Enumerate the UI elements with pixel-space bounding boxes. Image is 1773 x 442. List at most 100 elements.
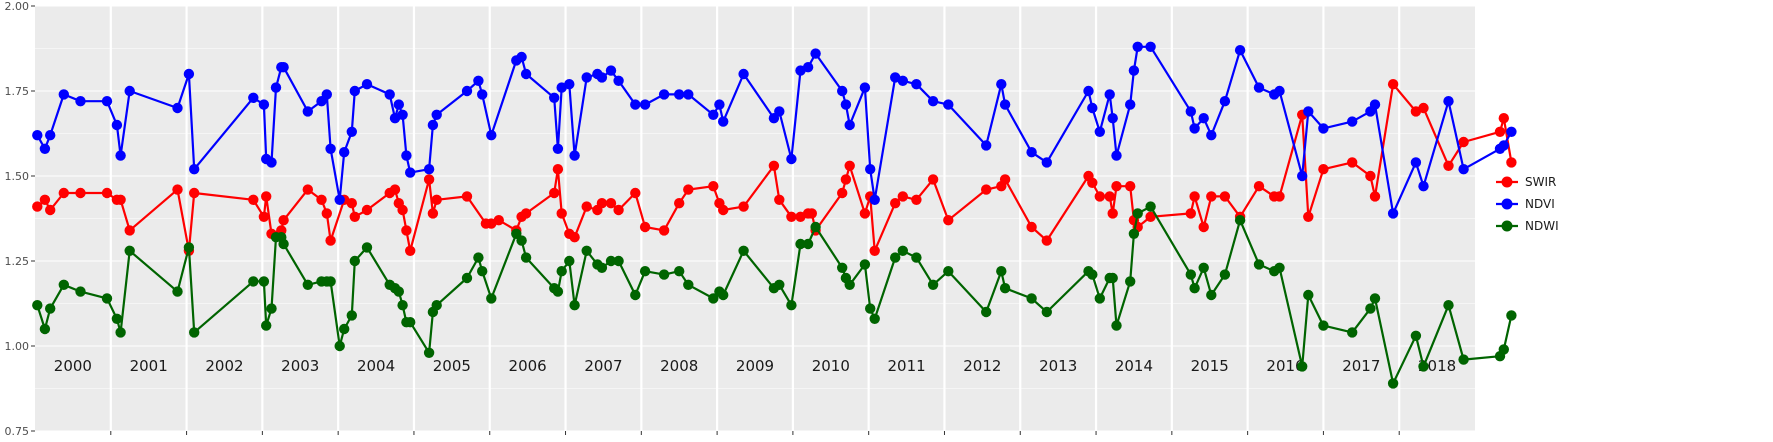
data-point-swir bbox=[1107, 208, 1118, 219]
data-point-swir bbox=[302, 184, 313, 195]
data-point-ndvi bbox=[718, 116, 729, 127]
y-tick-label: 1.50 bbox=[5, 170, 30, 183]
data-point-ndwi bbox=[630, 289, 641, 301]
data-point-swir bbox=[840, 174, 852, 185]
data-point-ndvi bbox=[714, 99, 725, 110]
series-swir bbox=[32, 79, 1517, 256]
data-point-swir bbox=[1041, 235, 1053, 246]
data-point-swir bbox=[869, 245, 880, 256]
data-point-ndvi bbox=[738, 68, 749, 80]
data-point-swir bbox=[493, 215, 504, 226]
data-point-ndvi bbox=[1506, 126, 1517, 137]
data-point-ndwi bbox=[1297, 361, 1308, 372]
data-point-swir bbox=[1274, 191, 1285, 202]
x-axis: 2000 2001 2002 2003 2004 2005 2006 2007 2008 2009… bbox=[54, 357, 1456, 435]
data-point-ndwi bbox=[431, 300, 442, 311]
data-point-swir bbox=[45, 204, 56, 216]
data-point-swir bbox=[258, 211, 270, 222]
data-point-ndvi bbox=[996, 79, 1007, 90]
y-tick-label: 2.00 bbox=[5, 0, 30, 13]
data-point-swir bbox=[1303, 211, 1314, 222]
data-point-swir bbox=[39, 194, 51, 205]
data-point-ndwi bbox=[32, 300, 43, 311]
data-point-swir bbox=[1198, 221, 1209, 233]
data-point-ndwi bbox=[1234, 215, 1246, 226]
data-point-ndwi bbox=[1041, 306, 1053, 318]
data-point-ndwi bbox=[325, 276, 336, 287]
data-point-ndvi bbox=[1253, 82, 1265, 93]
year-label: 2003 bbox=[281, 357, 319, 375]
data-point-ndwi bbox=[837, 262, 848, 273]
data-point-ndvi bbox=[1347, 116, 1358, 127]
data-point-ndvi bbox=[172, 102, 183, 114]
data-point-ndwi bbox=[461, 272, 473, 284]
data-point-ndwi bbox=[520, 252, 532, 263]
data-point-swir bbox=[431, 194, 442, 205]
year-label: 2013 bbox=[1039, 357, 1077, 375]
data-point-ndwi bbox=[346, 310, 357, 321]
data-point-ndwi bbox=[1125, 276, 1136, 287]
data-point-swir bbox=[806, 208, 817, 219]
data-point-ndvi bbox=[865, 164, 876, 175]
data-point-ndvi bbox=[1125, 99, 1136, 110]
data-point-ndwi bbox=[865, 303, 876, 314]
data-point-ndvi bbox=[1234, 45, 1246, 56]
data-point-swir bbox=[890, 198, 901, 209]
data-point-ndvi bbox=[1111, 150, 1122, 161]
data-point-swir bbox=[768, 160, 780, 171]
data-point-ndwi bbox=[810, 221, 821, 233]
year-label: 2005 bbox=[433, 357, 471, 375]
data-point-swir bbox=[556, 208, 567, 219]
series-ndwi bbox=[32, 201, 1517, 389]
data-point-ndwi bbox=[266, 303, 277, 314]
data-point-ndvi bbox=[708, 109, 719, 121]
year-label: 2009 bbox=[736, 357, 774, 375]
data-point-ndwi bbox=[552, 286, 564, 297]
data-point-ndwi bbox=[75, 286, 86, 297]
data-point-ndvi bbox=[1318, 123, 1329, 134]
data-point-ndwi bbox=[605, 255, 617, 267]
data-point-ndwi bbox=[302, 279, 313, 290]
data-point-ndwi bbox=[639, 266, 651, 277]
data-point-swir bbox=[1219, 191, 1231, 202]
data-point-ndwi bbox=[261, 320, 272, 331]
data-point-swir bbox=[674, 198, 685, 209]
data-point-ndvi bbox=[427, 119, 439, 131]
data-point-swir bbox=[427, 208, 439, 219]
data-point-ndwi bbox=[897, 245, 908, 256]
data-point-ndvi bbox=[859, 82, 871, 93]
data-point-swir bbox=[581, 201, 592, 212]
y-tick-label: 0.75 bbox=[5, 425, 30, 438]
data-point-ndwi bbox=[564, 255, 575, 267]
data-point-ndvi bbox=[674, 89, 685, 100]
data-point-ndwi bbox=[569, 300, 580, 311]
data-point-ndvi bbox=[1206, 130, 1217, 141]
data-point-swir bbox=[927, 174, 939, 185]
data-point-ndvi bbox=[397, 109, 408, 121]
data-point-ndvi bbox=[101, 96, 113, 107]
data-point-swir bbox=[1104, 191, 1115, 202]
data-point-ndwi bbox=[473, 252, 484, 263]
data-point-swir bbox=[613, 204, 624, 216]
data-point-swir bbox=[786, 211, 797, 222]
data-point-ndvi bbox=[189, 164, 200, 175]
data-point-swir bbox=[911, 194, 922, 205]
data-point-swir bbox=[1494, 126, 1506, 137]
data-point-swir bbox=[316, 194, 327, 205]
data-point-swir bbox=[172, 184, 183, 195]
data-point-swir bbox=[639, 221, 651, 233]
data-point-swir bbox=[75, 187, 86, 199]
data-point-ndwi bbox=[1253, 259, 1265, 270]
data-point-ndwi bbox=[477, 266, 488, 277]
data-point-ndvi bbox=[786, 153, 797, 165]
data-point-ndwi bbox=[1274, 262, 1285, 273]
data-point-swir bbox=[1443, 160, 1454, 171]
data-point-ndvi bbox=[45, 130, 56, 141]
data-point-ndwi bbox=[927, 279, 939, 290]
data-point-ndvi bbox=[401, 150, 412, 161]
data-point-ndwi bbox=[1318, 320, 1329, 331]
data-point-ndwi bbox=[101, 293, 113, 304]
data-point-ndwi bbox=[361, 242, 373, 253]
data-point-swir bbox=[718, 204, 729, 216]
data-point-ndvi bbox=[258, 99, 270, 110]
